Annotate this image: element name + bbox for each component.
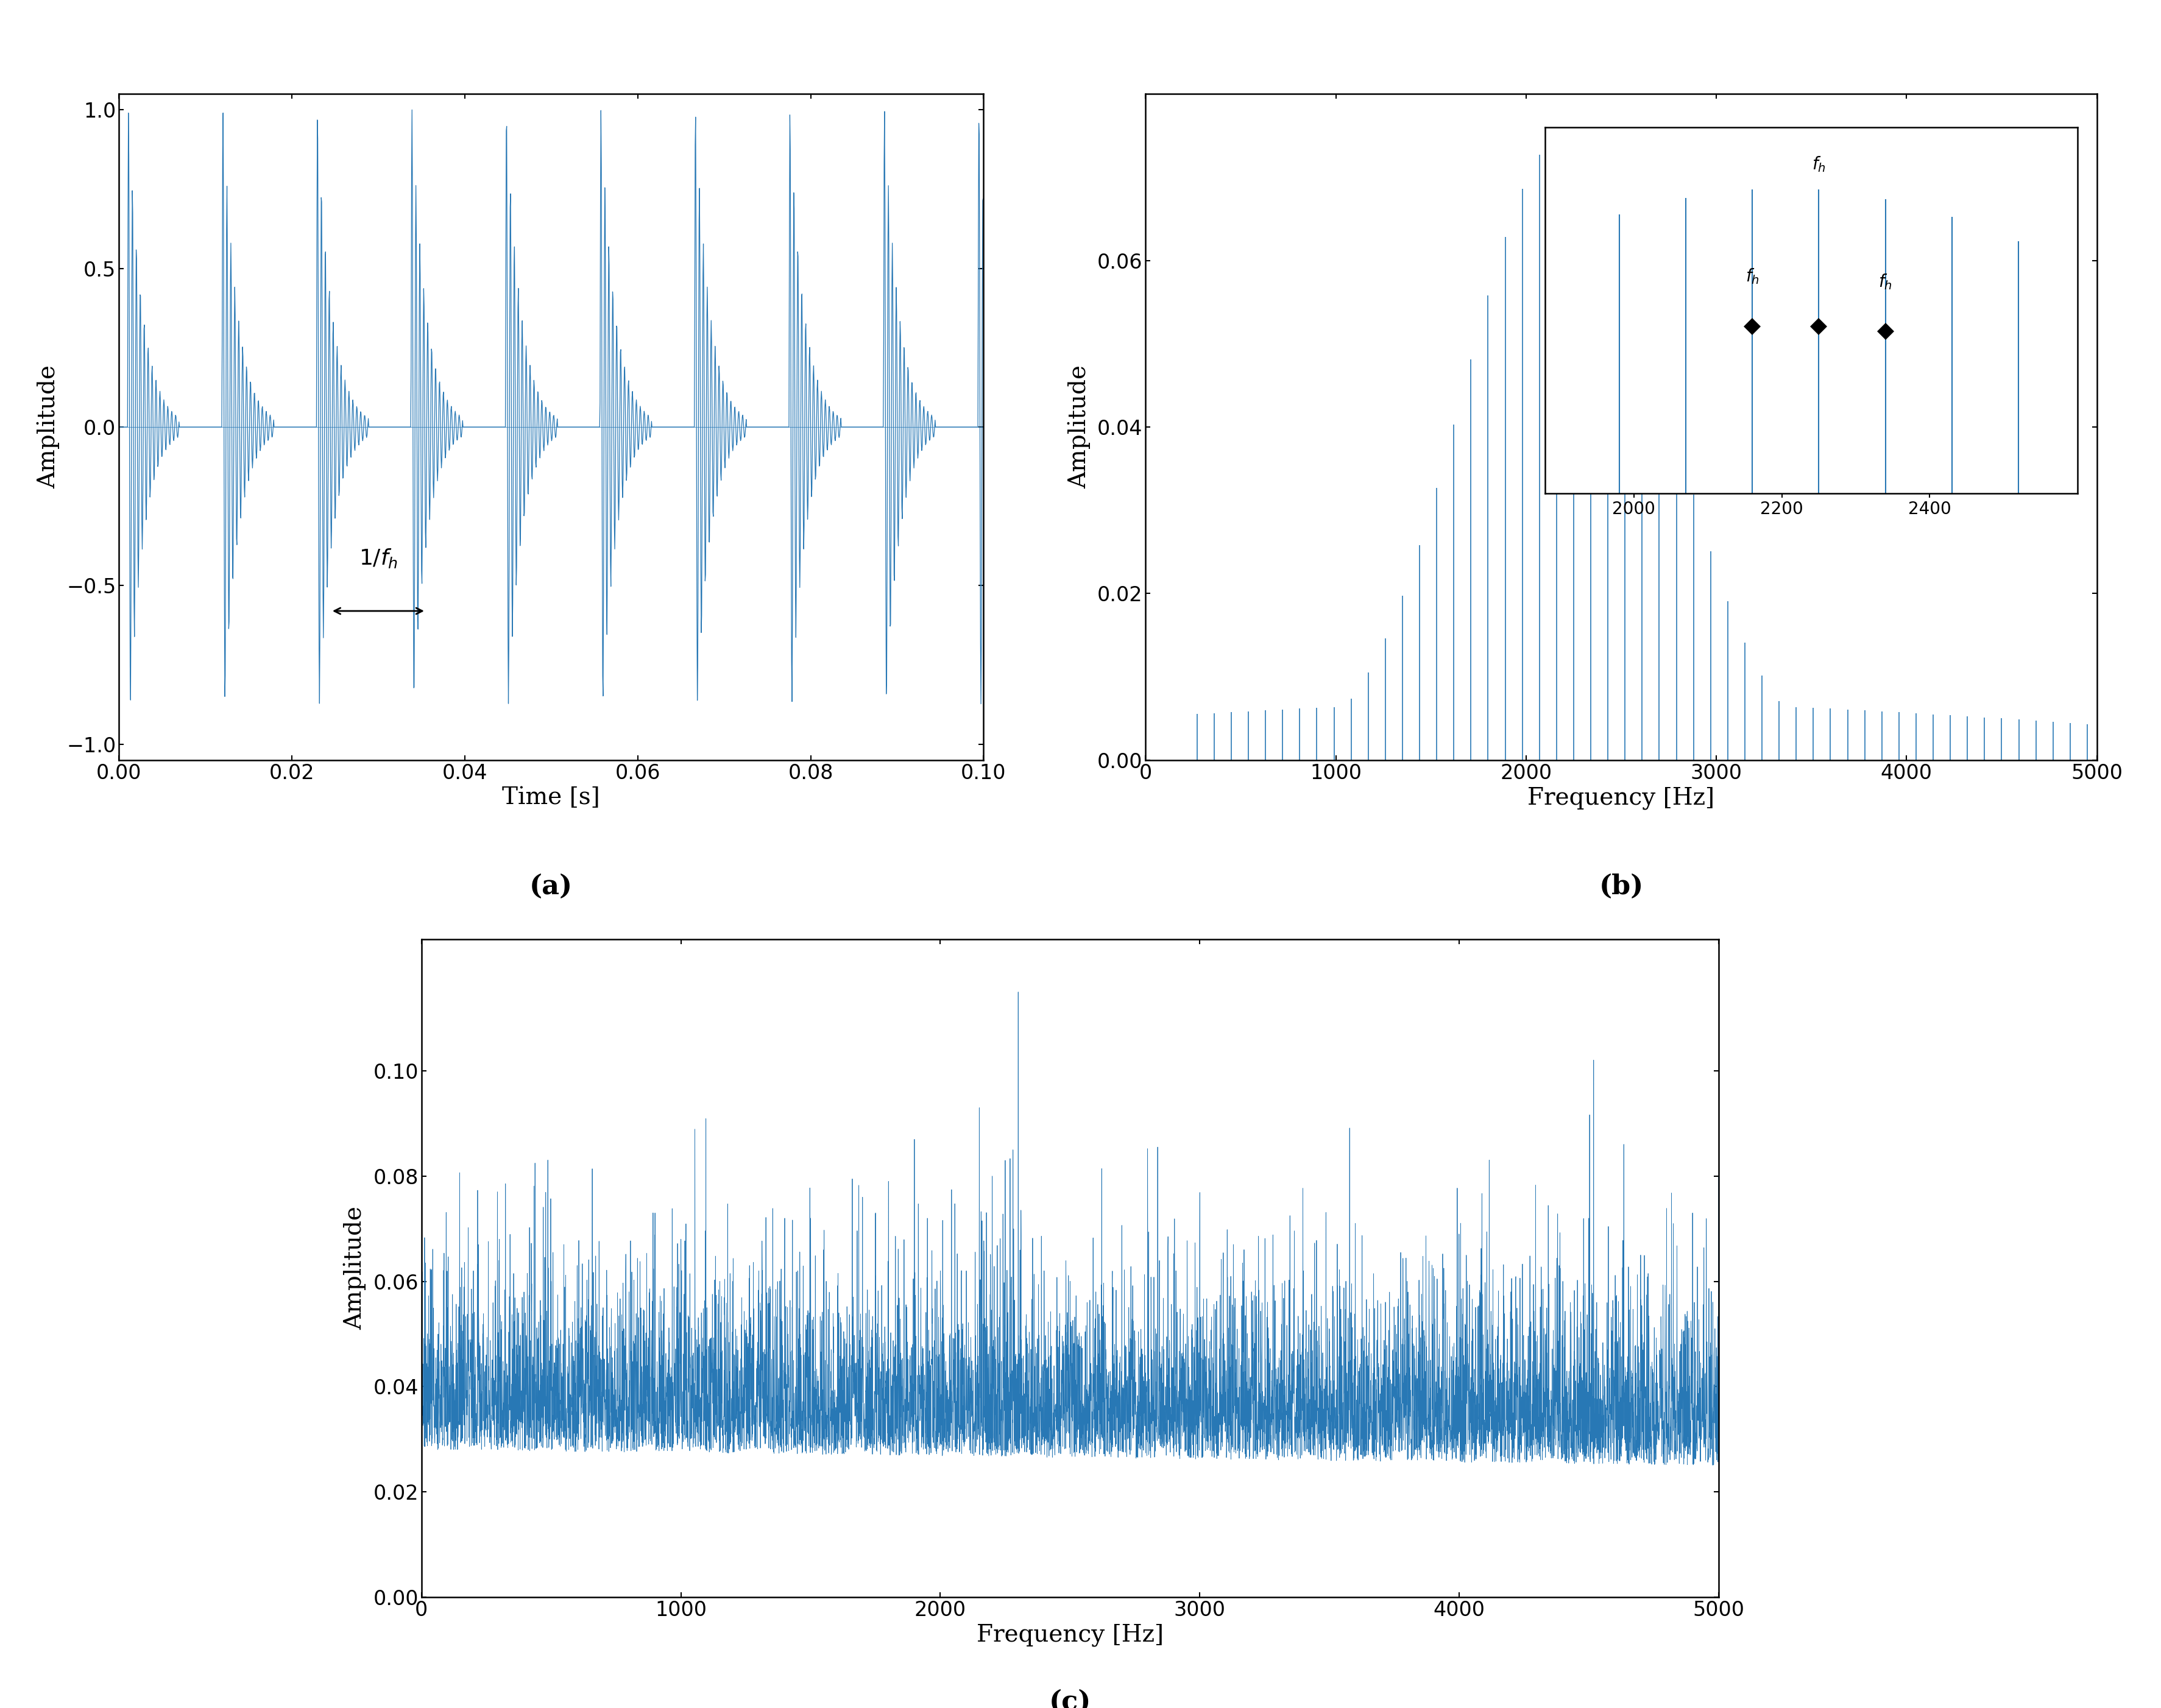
Text: (a): (a) — [529, 873, 573, 900]
X-axis label: Frequency [Hz]: Frequency [Hz] — [977, 1623, 1163, 1647]
X-axis label: Frequency [Hz]: Frequency [Hz] — [1528, 786, 1714, 810]
Text: (c): (c) — [1048, 1689, 1091, 1708]
Y-axis label: Amplitude: Amplitude — [344, 1206, 365, 1331]
Y-axis label: Amplitude: Amplitude — [37, 366, 61, 488]
Text: $f_{h}$: $f_{h}$ — [1878, 272, 1891, 290]
Text: $f_{h}$: $f_{h}$ — [1811, 155, 1826, 174]
Y-axis label: Amplitude: Amplitude — [1068, 366, 1089, 488]
Text: $1/f_h$: $1/f_h$ — [359, 547, 398, 570]
Text: (b): (b) — [1599, 873, 1642, 900]
X-axis label: Time [s]: Time [s] — [501, 786, 601, 810]
Text: $f_{h}$: $f_{h}$ — [1744, 266, 1759, 285]
